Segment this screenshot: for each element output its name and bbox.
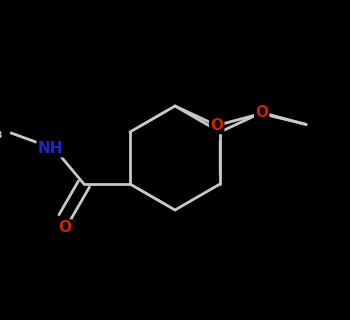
Text: O: O	[58, 220, 71, 236]
Text: CH₃: CH₃	[0, 125, 3, 140]
Text: NH: NH	[38, 141, 63, 156]
Text: O: O	[255, 105, 268, 120]
Text: O: O	[210, 118, 223, 133]
